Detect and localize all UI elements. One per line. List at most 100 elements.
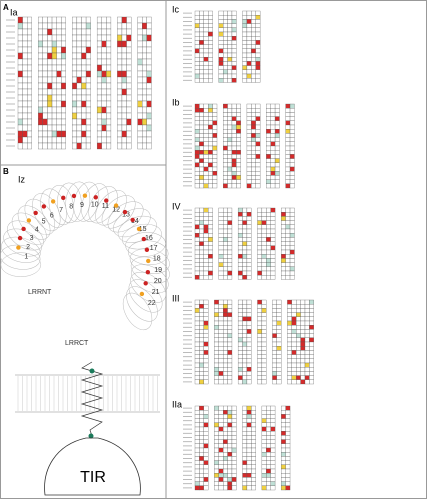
grid-cell (246, 312, 252, 317)
grid-cell (199, 405, 204, 411)
grid-cell (117, 112, 123, 120)
grid-cell (266, 228, 271, 234)
grid-cell (194, 241, 200, 246)
grid-cell (261, 299, 267, 305)
grid-cell (242, 468, 248, 474)
grid-cell (142, 64, 147, 72)
grid-cell (223, 36, 228, 41)
grid-cell (251, 171, 256, 176)
grid-cell (199, 270, 204, 276)
grid-cell (137, 82, 143, 90)
grid-cell (236, 129, 241, 134)
grid-cell (203, 337, 209, 343)
grid-cell (272, 379, 277, 385)
grid-cell (285, 241, 291, 246)
grid-cell (199, 216, 204, 221)
grid-cell (251, 464, 256, 470)
grid-cell (146, 28, 152, 36)
grid-cell (266, 443, 271, 449)
grid-cell (246, 422, 252, 428)
grid-cell (246, 270, 252, 276)
grid-cell (194, 133, 200, 138)
grid-cell (276, 346, 282, 351)
grid-cell (261, 329, 267, 334)
grid-cell (194, 61, 200, 66)
grid-cell (81, 136, 87, 144)
grid-cell (300, 350, 306, 355)
grid-cell (137, 16, 143, 24)
grid-cell (85, 130, 91, 138)
grid-cell (212, 145, 218, 151)
grid-cell (42, 16, 48, 24)
panel-letter: A (3, 3, 9, 12)
grid-cell (266, 275, 271, 280)
grid-cell (231, 414, 237, 419)
grid-cell (126, 88, 132, 96)
repeat-number: 18 (153, 256, 161, 263)
grid-cell (251, 129, 256, 134)
grid-cell (218, 270, 224, 276)
grid-cell (227, 166, 233, 172)
grid-cell (194, 439, 200, 444)
grid-cell (208, 69, 213, 75)
grid-cell (227, 154, 233, 159)
grid-cell (72, 40, 78, 48)
grid-cell (261, 460, 267, 465)
grid-cell (251, 133, 256, 138)
grid-cell (76, 76, 82, 84)
grid-cell (214, 371, 219, 376)
grid-cell (291, 358, 297, 364)
grid-cell (246, 299, 252, 305)
grid-cell (261, 224, 267, 230)
grid-cell (309, 341, 314, 347)
grid-cell (96, 118, 102, 126)
grid-cell (214, 379, 219, 385)
grid-cell (257, 241, 263, 246)
grid-cell (227, 464, 233, 470)
grid-cell (47, 118, 53, 126)
grid-cell (227, 124, 233, 130)
grid-cell (214, 333, 219, 338)
grid-cell (22, 106, 28, 114)
loop (107, 201, 144, 233)
grid-cell (117, 106, 123, 114)
grid-cell (47, 124, 53, 132)
grid-cell (51, 112, 57, 120)
grid-cell (61, 64, 66, 72)
grid-cell (227, 473, 233, 478)
grid-cell (146, 136, 152, 144)
grid-cell (276, 316, 282, 322)
grid-cell (194, 141, 200, 147)
grid-cell (194, 245, 200, 251)
grid-cell (203, 308, 209, 313)
grid-cell (223, 57, 228, 62)
grid-cell (194, 452, 200, 457)
grid-cell (38, 28, 43, 36)
grid-cell (106, 64, 112, 72)
grid-cell (208, 220, 213, 225)
grid-cell (212, 166, 218, 172)
grid-cell (285, 270, 291, 276)
grid-cell (203, 103, 209, 109)
grid-cell (285, 473, 291, 478)
grid-cell (261, 241, 267, 246)
grid-cell (304, 346, 310, 351)
grid-cell (101, 88, 107, 96)
grid-cell (285, 481, 291, 486)
grid-cell (242, 422, 248, 428)
grid-cell (194, 175, 200, 180)
grid-cell (106, 136, 112, 144)
loop (81, 183, 109, 223)
grid-cell (223, 150, 228, 155)
grid-cell (38, 64, 43, 72)
grid-cell (227, 266, 233, 272)
grid-cell (276, 337, 282, 343)
grid-cell (261, 254, 267, 259)
grid-cell (236, 183, 241, 189)
loop (122, 292, 153, 331)
grid-cell (121, 52, 127, 60)
grid-cell (203, 162, 209, 168)
grid-cell (223, 216, 228, 221)
grid-cell (274, 183, 280, 189)
grid-cell (274, 162, 280, 168)
